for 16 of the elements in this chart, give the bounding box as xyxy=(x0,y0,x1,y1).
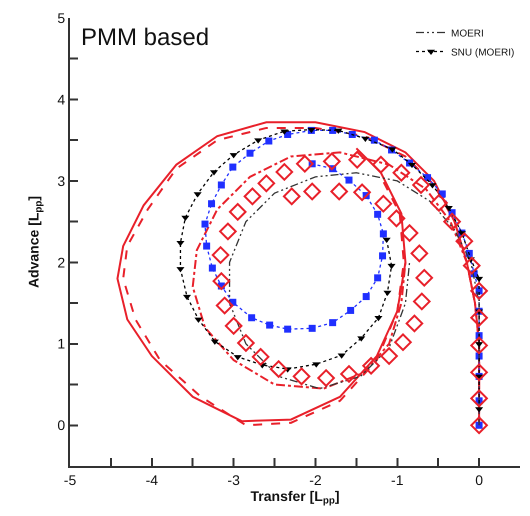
x-tick-label: -3 xyxy=(227,472,240,488)
x-axis-title: Transfer [L$_{pp}$] xyxy=(250,488,340,507)
x-tick-label: -1 xyxy=(391,472,404,488)
y-tick-label: 1 xyxy=(57,336,66,352)
y-tick-label: 5 xyxy=(57,10,66,26)
x-tick-label: 0 xyxy=(475,472,484,488)
y-tick-label: 2 xyxy=(57,254,66,270)
y-tick-label: 4 xyxy=(57,91,66,108)
x-tick-label: -5 xyxy=(64,472,76,488)
y-tick-label: 0 xyxy=(57,417,66,434)
legend-label: MOERI xyxy=(451,28,484,40)
x-tick-label: -4 xyxy=(146,472,158,488)
legend-label: SNU (MOERI) xyxy=(451,47,514,58)
chart-title: PMM based xyxy=(81,24,210,51)
y-tick-label: 3 xyxy=(57,172,66,189)
x-tick-label: -2 xyxy=(309,472,322,488)
